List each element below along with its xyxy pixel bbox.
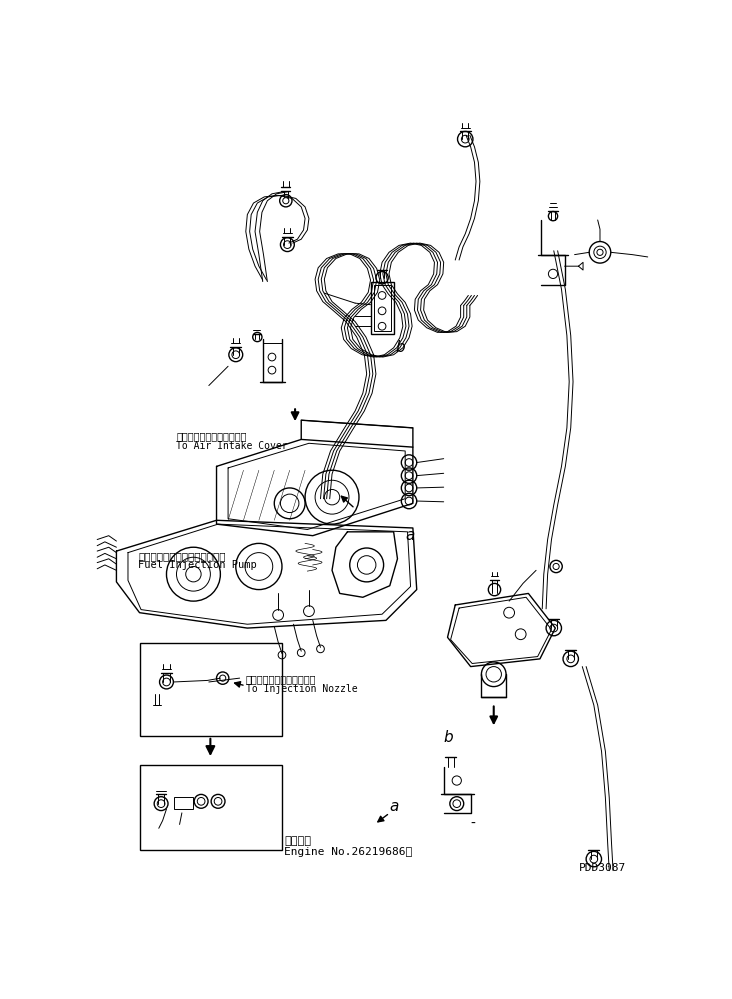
Text: インジェクションノズルヘ: インジェクションノズルヘ bbox=[246, 674, 316, 684]
Text: PDD3087: PDD3087 bbox=[578, 862, 626, 873]
Bar bbox=[174, 797, 193, 809]
Circle shape bbox=[283, 198, 289, 204]
Text: 適用号機: 適用号機 bbox=[284, 836, 311, 846]
Bar bbox=[140, 765, 282, 850]
Text: Fuel Injection Pump: Fuel Injection Pump bbox=[138, 560, 257, 570]
Bar bbox=[140, 643, 282, 736]
Text: To Injection Nozzle: To Injection Nozzle bbox=[246, 684, 357, 694]
Text: b: b bbox=[396, 341, 406, 356]
Bar bbox=[370, 282, 394, 334]
Text: -: - bbox=[471, 817, 476, 831]
Text: エアーインテークカバーヘ: エアーインテークカバーヘ bbox=[176, 432, 247, 442]
Text: Engine No.26219686～: Engine No.26219686～ bbox=[284, 847, 413, 857]
Bar bbox=[373, 285, 391, 331]
Circle shape bbox=[597, 249, 603, 256]
Text: To Air Intake Cover: To Air Intake Cover bbox=[176, 442, 288, 452]
Text: b: b bbox=[444, 730, 453, 745]
Text: a: a bbox=[389, 799, 399, 814]
Text: フェルインジェクションポンプ: フェルインジェクションポンプ bbox=[138, 550, 225, 560]
Text: a: a bbox=[406, 527, 414, 542]
